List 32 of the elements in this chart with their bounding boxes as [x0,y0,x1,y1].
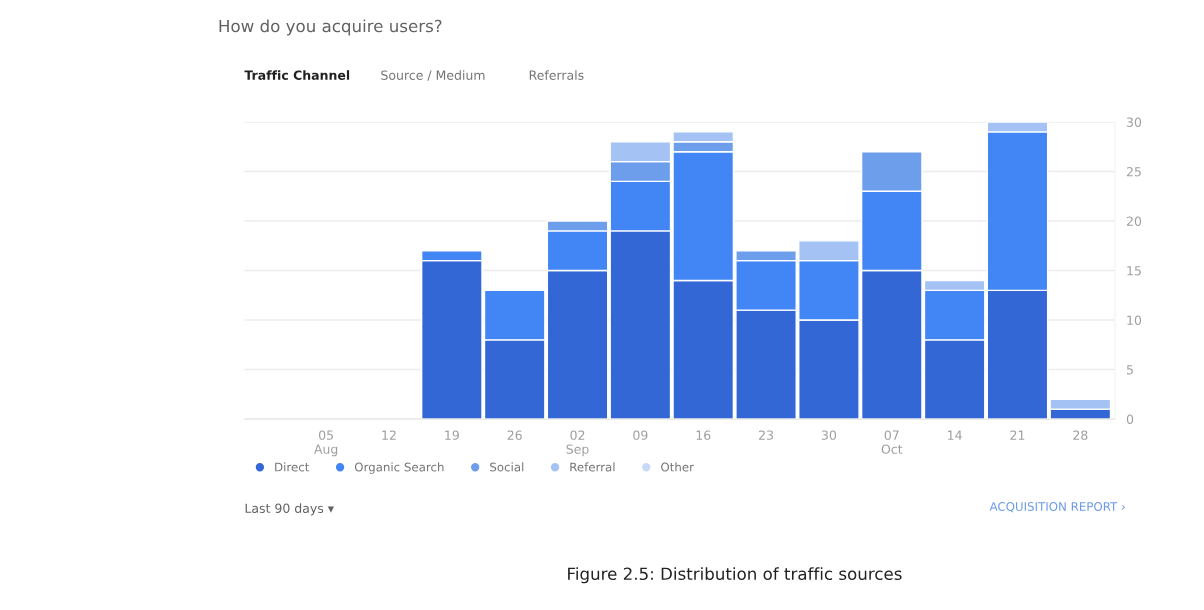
x-tick-label: 30 [821,430,837,440]
x-tick-label: 02 Sep [566,430,589,457]
x-tick-label: 14 [948,430,962,440]
source-note: Source / Medium [381,70,485,81]
x-tick-label: 12 [382,430,396,440]
y-tick-label: 5 [1126,365,1133,375]
legend-label: Referral [570,462,615,472]
x-tick-label: 23 [759,430,774,440]
y-tick-label: 0 [1126,414,1134,424]
text: ACQUISITION REPORT › [989,502,1125,513]
y-tick-label: 20 [1126,216,1142,226]
y-tick-label: 15 [1127,266,1141,276]
x-tick-label: 07 Oct [881,430,903,454]
y-tick-label: 10 [1127,315,1142,325]
legend-label: Organic Search [354,462,444,474]
legend-label: Direct [275,462,310,472]
x-tick-label: 28 [1073,430,1088,440]
text: Last 90 days ▾ [245,503,335,516]
caption: Figure 2.5: Distribution of traffic sources [568,567,902,584]
text: Referrals [529,70,584,80]
x-tick-label: 09 [633,430,648,440]
x-tick-label: 05 Aug [314,430,338,457]
legend-label: Social [490,462,524,472]
y-tick-label: 25 [1126,166,1141,177]
x-tick-label: 21 [1010,430,1025,440]
text: Traffic Channel [244,70,350,80]
y-tick-label: 30 [1126,117,1142,127]
x-tick-label: 26 [507,430,522,440]
legend-label: Other [661,462,694,472]
chart-title: How do you acquire users? [219,19,442,36]
x-tick-label: 19 [445,430,459,440]
x-tick-label: 16 [696,430,711,440]
